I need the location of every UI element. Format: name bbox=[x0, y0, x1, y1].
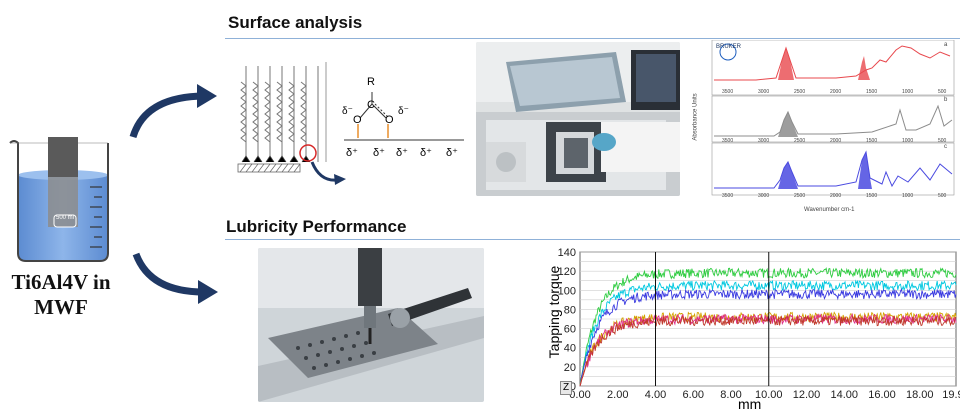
ftir-tick-label: 3500 bbox=[722, 89, 733, 95]
ftir-tick-label: 2500 bbox=[794, 193, 805, 199]
x-tick-label: 12.00 bbox=[793, 389, 821, 401]
ftir-instrument-photo bbox=[476, 42, 680, 196]
y-tick-label: 100 bbox=[558, 285, 576, 297]
molecule-oxygen-right: O bbox=[385, 114, 394, 126]
ftir-tick-label: 3500 bbox=[722, 193, 733, 199]
ftir-tick-label: 1000 bbox=[902, 89, 913, 95]
ftir-tick-label: 2000 bbox=[830, 138, 841, 144]
ftir-tick-label: 3000 bbox=[758, 193, 769, 199]
ftir-brand-label: BRUKER bbox=[716, 44, 742, 50]
ftir-tick-label: 2000 bbox=[830, 193, 841, 199]
arrow-to-surface-icon bbox=[129, 84, 217, 139]
surface-analysis-title: Surface analysis bbox=[228, 13, 363, 32]
delta-minus-right: δ⁻ bbox=[398, 106, 409, 117]
ftir-tick-label: 1000 bbox=[902, 193, 913, 199]
ftir-spectra-panel: BRUKER 3500 3000 2500 2000 1500 1000 500 3500 30… bbox=[686, 39, 958, 220]
beaker-volume-label: 500 ml bbox=[56, 215, 75, 221]
molecule-oxygen-left: O bbox=[353, 114, 362, 126]
beaker-illustration: 500 ml bbox=[4, 115, 122, 265]
ftir-tick-label: 3500 bbox=[722, 138, 733, 144]
x-tick-label: 8.00 bbox=[720, 389, 741, 401]
ftir-tick-label: 2000 bbox=[830, 89, 841, 95]
torque-series-line bbox=[579, 279, 957, 387]
y-tick-label: 140 bbox=[558, 247, 576, 259]
x-tick-label: 19.92 bbox=[942, 389, 960, 401]
x-tick-label: 16.00 bbox=[868, 389, 896, 401]
sample-label-line2: MWF bbox=[34, 295, 88, 319]
sample-label: Ti6Al4V in MWF bbox=[0, 270, 122, 320]
x-tick-label: 0.00 bbox=[569, 389, 590, 401]
torque-series-line bbox=[579, 267, 957, 387]
delta-plus-2: δ⁺ bbox=[373, 147, 385, 159]
tapping-setup-photo bbox=[258, 248, 484, 402]
adsorption-diagram: R C O O δ⁻ δ⁻ δ⁺ δ⁺ δ⁺ δ⁺ δ⁺ bbox=[236, 62, 468, 192]
molecule-r-group: R bbox=[367, 76, 375, 88]
x-tick-label: 2.00 bbox=[607, 389, 628, 401]
y-tick-label: 60 bbox=[564, 324, 576, 336]
torque-x-axis-label: mm bbox=[738, 396, 762, 412]
y-tick-label: 0 bbox=[570, 381, 576, 393]
ftir-tick-label: 1500 bbox=[866, 193, 877, 199]
ftir-tick-label: 500 bbox=[938, 138, 947, 144]
x-tick-label: 14.00 bbox=[830, 389, 858, 401]
ftir-tick-label: 500 bbox=[938, 193, 947, 199]
lubricity-performance-title: Lubricity Performance bbox=[226, 217, 407, 236]
delta-plus-5: δ⁺ bbox=[446, 147, 458, 159]
x-tick-label: 10.00 bbox=[755, 389, 783, 401]
lubricity-performance-rule bbox=[225, 239, 960, 240]
delta-plus-1: δ⁺ bbox=[346, 147, 358, 159]
ftir-tick-label: 2500 bbox=[794, 89, 805, 95]
ftir-tick-label: 3000 bbox=[758, 89, 769, 95]
torque-series-line bbox=[579, 314, 957, 387]
torque-series-line bbox=[579, 312, 957, 387]
y-tick-label: 40 bbox=[564, 343, 576, 355]
surface-analysis-rule bbox=[225, 38, 960, 39]
x-tick-label: 4.00 bbox=[645, 389, 666, 401]
ftir-x-axis-label: Wavenumber cm-1 bbox=[804, 207, 855, 213]
ftir-tick-label: 1000 bbox=[902, 138, 913, 144]
ftir-panel-b-label: b bbox=[944, 97, 948, 103]
ftir-tick-label: 2500 bbox=[794, 138, 805, 144]
x-tick-label: 18.00 bbox=[906, 389, 934, 401]
delta-minus-left: δ⁻ bbox=[342, 106, 353, 117]
y-tick-label: 120 bbox=[558, 266, 576, 278]
torque-series-line bbox=[579, 288, 957, 387]
ftir-tick-label: 1500 bbox=[866, 89, 877, 95]
tapping-torque-chart: 0 20 40 60 80 100 120 140 0.00 2.00 4.00 6.00 8.00 1… bbox=[528, 244, 966, 412]
y-tick-label: 20 bbox=[564, 362, 576, 374]
delta-plus-4: δ⁺ bbox=[420, 147, 432, 159]
ftir-y-axis-label: Absorbance Units bbox=[692, 93, 699, 141]
y-tick-label: 80 bbox=[564, 304, 576, 316]
arrow-to-lubricity-icon bbox=[132, 252, 218, 304]
delta-plus-3: δ⁺ bbox=[396, 147, 408, 159]
ftir-panel-a-label: a bbox=[944, 42, 948, 48]
ftir-tick-label: 1500 bbox=[866, 138, 877, 144]
zoom-button[interactable]: Z bbox=[560, 381, 573, 395]
torque-y-axis-label: Tapping torque bbox=[546, 265, 562, 359]
sample-label-line1: Ti6Al4V in bbox=[11, 270, 111, 294]
molecule-carbon: C bbox=[367, 99, 375, 111]
ftir-tick-label: 500 bbox=[938, 89, 947, 95]
x-tick-label: 6.00 bbox=[683, 389, 704, 401]
ftir-tick-label: 3000 bbox=[758, 138, 769, 144]
ftir-panel-c-label: c bbox=[944, 144, 947, 150]
